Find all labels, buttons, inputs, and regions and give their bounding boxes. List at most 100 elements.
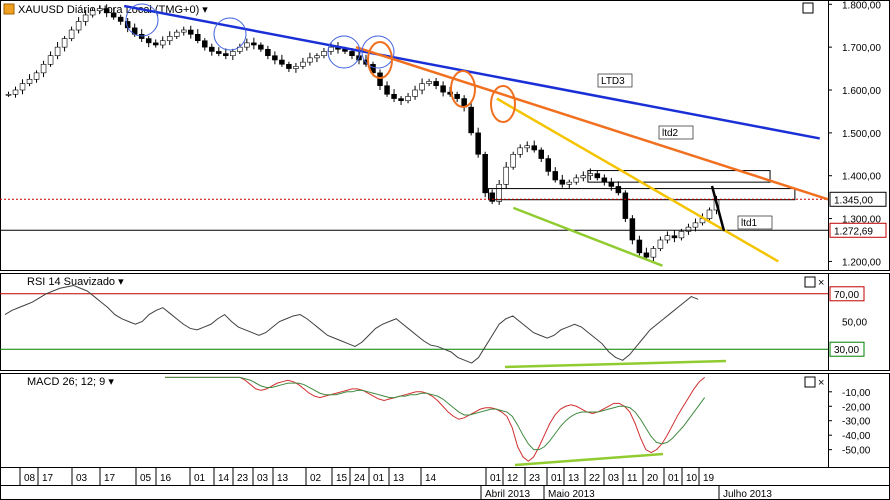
price-candle-body: [19, 83, 26, 91]
macd-divergence-line: [514, 452, 664, 467]
highlight-circle: [361, 35, 395, 69]
price-level-label: 1.272,69: [834, 226, 873, 237]
price-candle-body: [61, 38, 68, 48]
trendline-ltd2: [355, 45, 829, 201]
price-candle-body: [349, 51, 355, 57]
price-candle-body: [68, 29, 75, 39]
price-ytick-label: 1.400,00: [842, 172, 881, 183]
macd-close-icon: ×: [818, 377, 824, 389]
price-candle-body: [75, 21, 82, 31]
x-day-label: 17: [42, 473, 54, 484]
price-candle-body: [103, 8, 110, 14]
x-day-label: 19: [703, 473, 715, 484]
x-day-label: 20: [647, 473, 659, 484]
price-candle-body: [538, 149, 545, 159]
price-candle-body: [489, 192, 495, 202]
x-month-label: Maio 2013: [548, 489, 595, 500]
highlight-circle: [125, 3, 159, 37]
macd-title: MACD 26; 12; 9 ▾: [27, 376, 114, 388]
price-candle-body: [279, 59, 285, 65]
price-candle-body: [552, 171, 559, 181]
price-ytick-label: 1.800,00: [842, 0, 881, 11]
x-day-label: 01: [194, 473, 206, 484]
x-day-label: 22: [589, 473, 601, 484]
price-candle-body: [370, 63, 376, 74]
price-candle-body: [145, 38, 152, 44]
price-candle-body: [580, 175, 587, 179]
x-day-label: 23: [237, 473, 249, 484]
price-candle-body: [47, 55, 54, 65]
price-candle-body: [377, 72, 383, 87]
price-candle-body: [692, 222, 699, 228]
rsi-level-label: 30,00: [834, 345, 859, 356]
x-day-label: 03: [608, 473, 620, 484]
price-candle-body: [223, 53, 229, 57]
price-candle-body: [657, 239, 664, 249]
price-candle-body: [117, 16, 124, 22]
price-candle-body: [608, 181, 615, 187]
x-day-label: 02: [310, 473, 322, 484]
rsi-level-label: 70,00: [834, 290, 859, 301]
price-candle-body: [482, 153, 488, 194]
price-candle-body: [40, 63, 47, 74]
price-candle-body: [152, 42, 159, 46]
price-candle-body: [440, 85, 446, 93]
price-candle-body: [293, 66, 299, 69]
price-candle-body: [594, 173, 601, 179]
price-candle-body: [545, 158, 552, 172]
x-day-label: 15: [336, 473, 348, 484]
price-candle-body: [678, 231, 685, 239]
price-candle-body: [426, 81, 432, 84]
price-candle-body: [180, 29, 187, 33]
macd-ytick-label: -30,00: [842, 417, 871, 428]
x-day-label: 01: [668, 473, 680, 484]
price-candle-body: [566, 181, 573, 185]
price-candle-body: [286, 63, 292, 69]
highlight-circle: [450, 70, 476, 108]
price-candle-body: [96, 8, 103, 12]
price-candle-body: [454, 93, 460, 99]
rsi-level-badge: [829, 286, 865, 302]
price-candle-body: [230, 51, 236, 57]
rsi-title: RSI 14 Suavizado ▾: [27, 276, 124, 288]
price-candle-body: [559, 179, 566, 185]
price-candle-body: [33, 72, 40, 80]
price-candle-body: [664, 235, 671, 241]
price-candle-body: [671, 235, 678, 239]
price-candle-body: [5, 93, 12, 96]
highlight-circle: [367, 41, 393, 79]
price-candle-body: [587, 173, 594, 177]
price-level-badge: [829, 222, 887, 238]
x-month-label: Abril 2013: [485, 489, 530, 500]
macd-maximize-icon: [804, 376, 816, 388]
price-ytick-label: 1.200,00: [842, 257, 881, 268]
price-candle-body: [209, 46, 215, 52]
ltd3-label-box: [597, 73, 633, 88]
price-candle-body: [300, 61, 306, 67]
ltd1-label: ltd1: [741, 218, 758, 229]
rsi-close-icon: ×: [818, 277, 824, 289]
rsi-line: [4, 284, 699, 364]
price-candle-body: [601, 177, 608, 183]
price-candle-body: [636, 239, 643, 254]
price-candle-body: [524, 145, 530, 149]
price-candle-body: [159, 40, 166, 46]
symbol-icon: [3, 3, 15, 15]
x-day-label: 12: [507, 473, 519, 484]
price-candle-body: [258, 44, 264, 50]
price-candle-body: [706, 209, 713, 219]
price-candle-body: [629, 218, 636, 241]
price-candle-body: [650, 248, 657, 258]
price-candle-body: [251, 42, 257, 46]
price-candle-body: [321, 51, 327, 57]
macd-ytick-label: -40,00: [842, 431, 871, 442]
price-candle-body: [202, 40, 208, 48]
price-candle-body: [412, 89, 418, 97]
current-price-badge: [829, 191, 887, 207]
trendline-ltd3: [123, 4, 820, 140]
price-candle-body: [314, 55, 320, 59]
price-candle-body: [89, 10, 96, 16]
price-candle-body: [12, 89, 19, 95]
price-ytick-label: 1.300,00: [842, 215, 881, 226]
